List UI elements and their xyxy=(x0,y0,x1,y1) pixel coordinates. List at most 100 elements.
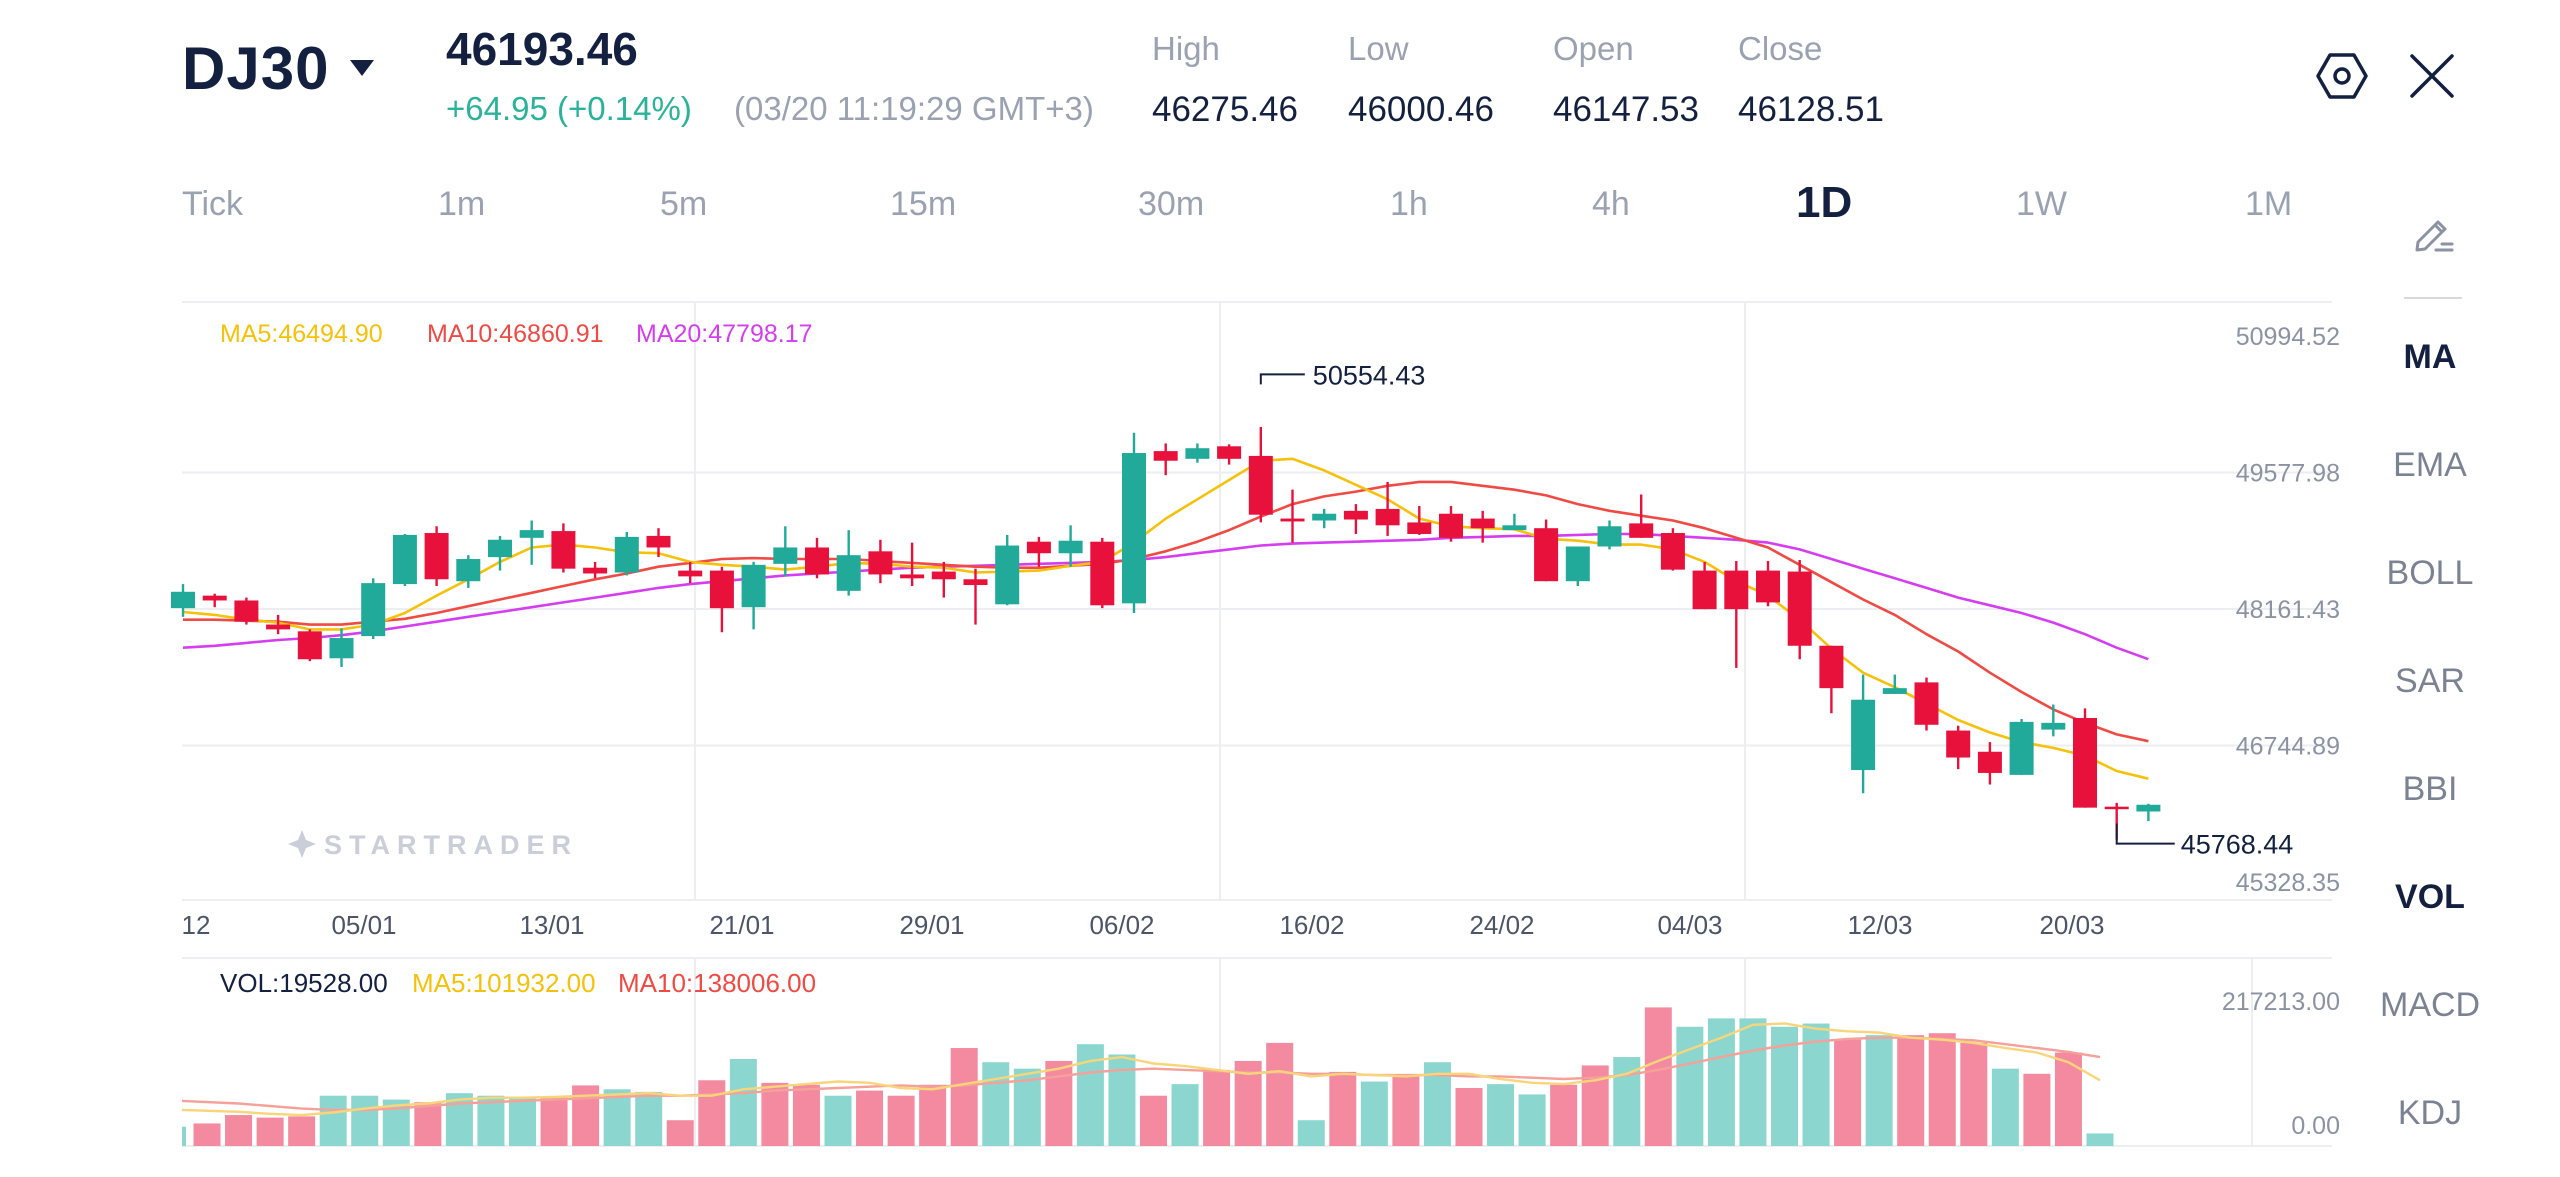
candle[interactable] xyxy=(424,526,449,587)
candle[interactable] xyxy=(456,555,481,588)
volume-bar[interactable] xyxy=(1360,1081,1388,1146)
tab-15m[interactable]: 15m xyxy=(890,185,957,223)
candle[interactable] xyxy=(2041,704,2066,737)
volume-bar[interactable] xyxy=(414,1102,442,1146)
tab-5m[interactable]: 5m xyxy=(660,185,708,223)
candle[interactable] xyxy=(1090,537,1115,609)
volume-bar[interactable] xyxy=(2023,1073,2051,1146)
volume-bar[interactable] xyxy=(635,1091,663,1146)
tab-1w[interactable]: 1W xyxy=(2016,185,2067,223)
tab-1m[interactable]: 1m xyxy=(438,185,486,223)
candle[interactable] xyxy=(614,532,639,576)
volume-bar[interactable] xyxy=(1108,1054,1136,1146)
candle[interactable] xyxy=(678,561,703,584)
volume-bar[interactable] xyxy=(666,1120,694,1146)
volume-bar[interactable] xyxy=(193,1123,221,1146)
volume-bar[interactable] xyxy=(1707,1018,1735,1146)
candle[interactable] xyxy=(1280,489,1305,543)
candle[interactable] xyxy=(1756,560,1780,607)
candle[interactable] xyxy=(266,614,291,635)
candle[interactable] xyxy=(1597,520,1622,550)
volume-bar[interactable] xyxy=(729,1058,757,1146)
volume-bar[interactable] xyxy=(1802,1023,1830,1146)
volume-bar[interactable] xyxy=(225,1115,253,1146)
candle[interactable] xyxy=(1565,546,1590,587)
candle[interactable] xyxy=(995,534,1020,606)
price-chart[interactable]: STARTRADER 50554.43 45768.44 50994.52 4957… xyxy=(0,0,2380,1177)
volume-bar[interactable] xyxy=(1928,1033,1956,1146)
candle[interactable] xyxy=(1343,504,1368,534)
candle[interactable] xyxy=(1882,674,1907,694)
volume-bar[interactable] xyxy=(1518,1094,1546,1146)
candle[interactable] xyxy=(1819,645,1844,714)
candle[interactable] xyxy=(1312,508,1337,529)
candle[interactable] xyxy=(551,523,576,573)
candle[interactable] xyxy=(773,526,798,577)
candle[interactable] xyxy=(963,568,988,625)
candle[interactable] xyxy=(1977,742,2002,785)
indicator-macd[interactable]: MACD xyxy=(2380,986,2481,1024)
tab-tick[interactable]: Tick xyxy=(182,185,244,223)
candle[interactable] xyxy=(1787,559,1812,660)
draw-pencil-icon[interactable] xyxy=(2410,210,2456,256)
volume-bar[interactable] xyxy=(1455,1087,1483,1146)
tab-1m-month[interactable]: 1M xyxy=(2245,185,2293,223)
volume-bar[interactable] xyxy=(477,1095,505,1146)
candle[interactable] xyxy=(1439,506,1463,542)
candle[interactable] xyxy=(1724,560,1749,668)
volume-bar[interactable] xyxy=(1739,1018,1767,1146)
symbol-selector[interactable]: DJ30 xyxy=(182,35,330,102)
candle[interactable] xyxy=(1692,561,1717,610)
candle[interactable] xyxy=(836,530,861,596)
volume-bar[interactable] xyxy=(1897,1035,1925,1146)
volume-bar[interactable] xyxy=(792,1084,820,1146)
volume-bar[interactable] xyxy=(919,1084,947,1146)
volume-bar[interactable] xyxy=(540,1097,568,1146)
volume-bar[interactable] xyxy=(1297,1120,1325,1146)
tab-4h[interactable]: 4h xyxy=(1592,185,1630,223)
volume-bar[interactable] xyxy=(1171,1084,1199,1146)
volume-bar[interactable] xyxy=(2086,1133,2114,1146)
candle[interactable] xyxy=(202,593,227,608)
volume-bar[interactable] xyxy=(256,1117,284,1146)
candle[interactable] xyxy=(1248,427,1273,523)
candle[interactable] xyxy=(1058,525,1083,567)
volume-bar[interactable] xyxy=(1613,1057,1641,1146)
volume-bar[interactable] xyxy=(1329,1071,1357,1146)
candle[interactable] xyxy=(709,566,734,633)
volume-bar[interactable] xyxy=(603,1089,631,1146)
candle[interactable] xyxy=(297,629,322,662)
candle[interactable] xyxy=(1470,510,1495,543)
candle[interactable] xyxy=(741,561,766,630)
candle[interactable] xyxy=(1914,677,1939,731)
tab-1d[interactable]: 1D xyxy=(1796,178,1853,227)
candle[interactable] xyxy=(1629,494,1654,538)
volume-bar[interactable] xyxy=(1234,1060,1262,1146)
volume-bar[interactable] xyxy=(1266,1042,1294,1146)
volume-bar[interactable] xyxy=(982,1062,1010,1146)
candle[interactable] xyxy=(1502,513,1527,531)
indicator-vol[interactable]: VOL xyxy=(2395,878,2465,916)
candle[interactable] xyxy=(519,520,544,565)
volume-bar[interactable] xyxy=(1991,1068,2019,1146)
volume-bar[interactable] xyxy=(1140,1095,1167,1146)
symbol-dropdown-icon[interactable] xyxy=(350,60,374,76)
volume-bar[interactable] xyxy=(1487,1084,1515,1146)
volume-bar[interactable] xyxy=(1392,1075,1420,1146)
candle[interactable] xyxy=(488,535,512,571)
candle[interactable] xyxy=(583,561,608,579)
volume-bar[interactable] xyxy=(761,1082,789,1146)
volume-bar[interactable] xyxy=(856,1090,884,1146)
candle[interactable] xyxy=(1946,725,1971,770)
volume-bar[interactable] xyxy=(1203,1069,1231,1146)
candle[interactable] xyxy=(1122,432,1146,613)
volume-bar[interactable] xyxy=(1550,1084,1578,1146)
indicator-ema[interactable]: EMA xyxy=(2393,446,2467,484)
candle[interactable] xyxy=(900,542,925,587)
indicator-ma[interactable]: MA xyxy=(2403,338,2457,376)
volume-bar[interactable] xyxy=(351,1095,379,1146)
volume-bar[interactable] xyxy=(1960,1042,1988,1146)
candle[interactable] xyxy=(234,597,259,625)
volume-bar[interactable] xyxy=(698,1080,726,1146)
candle[interactable] xyxy=(1534,519,1559,582)
